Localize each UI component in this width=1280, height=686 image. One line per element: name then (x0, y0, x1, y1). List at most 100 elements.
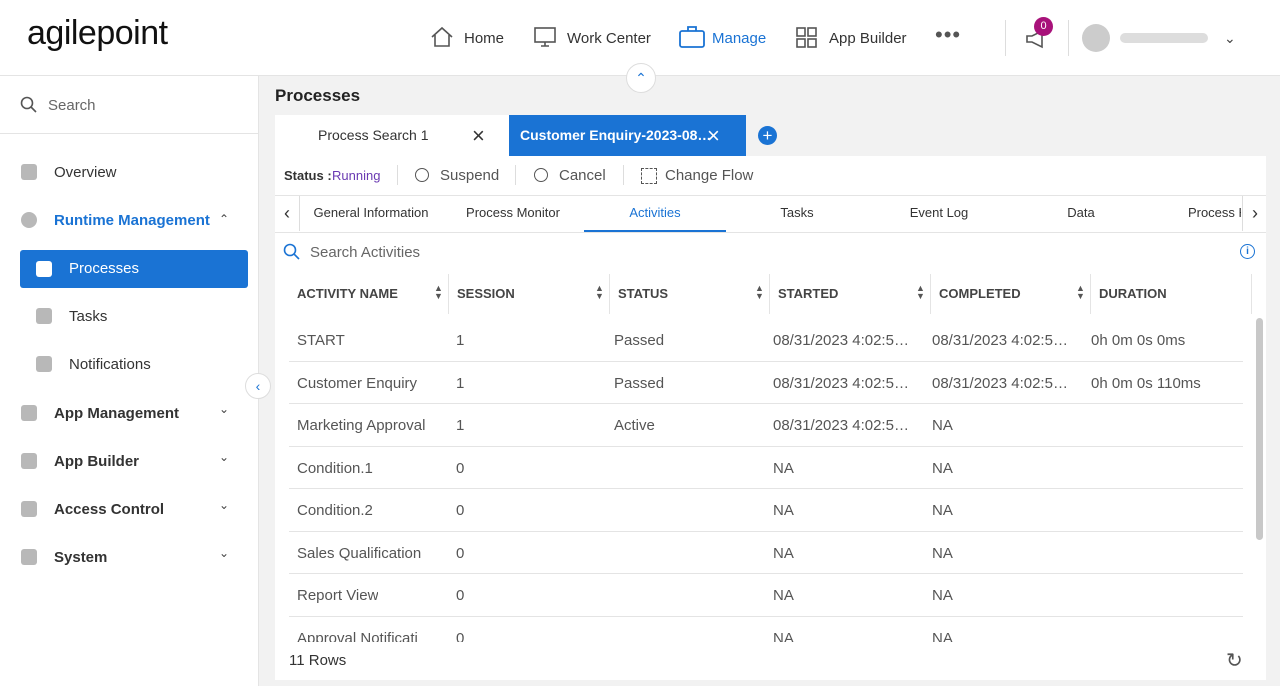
table-cell: Passed (614, 374, 665, 392)
selected-item[interactable] (20, 250, 248, 288)
nav-access-control[interactable]: Access Control (54, 501, 165, 518)
tab[interactable] (275, 115, 509, 156)
home-icon (431, 26, 453, 47)
scrollbar (1256, 318, 1263, 540)
nav-overview[interactable]: Overview (54, 164, 117, 181)
nav-runtime-management[interactable]: Runtime Management (54, 212, 210, 229)
nav-app-management[interactable]: App Management (54, 405, 180, 422)
table-cell: NA (932, 417, 953, 434)
sort-icon[interactable]: ▲ ▼ (755, 283, 764, 301)
divider (515, 165, 516, 185)
activity-search[interactable]: Search Activities (310, 244, 421, 261)
table-row (289, 403, 1243, 447)
close-tab[interactable]: × (707, 123, 720, 148)
subtab[interactable]: Process Hie (1187, 205, 1241, 220)
table-cell: 1 (456, 374, 465, 392)
divider (397, 165, 398, 185)
more-menu[interactable]: ••• (935, 22, 962, 47)
avatar[interactable] (1082, 24, 1110, 52)
table-cell: 08/31/2023 4:02:5… (932, 332, 1068, 349)
active-subtab[interactable]: Activities (584, 196, 726, 232)
expand-icon: ⌄ (219, 498, 230, 512)
column-header[interactable]: ACTIVITY NAME (297, 286, 398, 301)
subtab[interactable]: Event Log (909, 205, 969, 220)
nav-notifications[interactable]: Notifications (69, 356, 151, 373)
column-header[interactable]: SESSION (457, 286, 515, 301)
table-cell: NA (932, 459, 953, 477)
processes-icon (36, 261, 52, 277)
panel (275, 156, 1266, 680)
info-icon[interactable]: i (1240, 244, 1255, 259)
table-cell: Condition.1 (297, 459, 373, 477)
tab-label: Customer Enquiry-2023-08… (520, 127, 712, 143)
access-control-icon (21, 501, 37, 517)
nav-manage[interactable]: Manage (712, 30, 767, 47)
suspend-button[interactable]: Suspend (440, 167, 500, 184)
column-header[interactable]: STATUS (618, 286, 669, 301)
collapse-sidebar[interactable]: ‹ (245, 373, 271, 399)
column-header[interactable]: DURATION (1099, 286, 1167, 301)
app-management-icon (21, 405, 37, 421)
table-cell: 1 (456, 417, 465, 434)
column-divider (448, 274, 449, 314)
nav-app-builder[interactable]: App Builder (829, 30, 907, 47)
add-tab[interactable]: + (758, 126, 777, 145)
action-icon (641, 168, 657, 184)
tab-label: Process Search 1 (318, 127, 429, 143)
nav-processes[interactable]: Processes (69, 260, 140, 277)
table-cell: NA (932, 587, 953, 604)
table-body: START 1 Passed 08/31/2023 4:02:5… 08/31/2023… (289, 318, 1243, 642)
collapse-header[interactable]: ⌃ (626, 63, 656, 93)
announce-icon[interactable] (1024, 28, 1048, 50)
expand-icon: ⌄ (219, 546, 230, 560)
active-tab[interactable] (509, 115, 746, 156)
table-cell: NA (932, 502, 953, 519)
sidebar-search[interactable]: Search (48, 97, 96, 114)
close-tab[interactable]: × (472, 123, 485, 148)
column-divider (609, 274, 610, 314)
subtab[interactable]: Data (1067, 205, 1095, 220)
subtab[interactable]: General Information (313, 205, 429, 220)
subtab[interactable]: Process Monitor (466, 205, 560, 220)
nav-tasks[interactable]: Tasks (69, 308, 108, 325)
status-value: Running (332, 168, 381, 183)
nav-app-builder[interactable]: App Builder (54, 453, 139, 470)
nav-system[interactable]: System (54, 549, 108, 566)
user-name-blurred (1120, 33, 1208, 43)
app-builder-icon (21, 453, 37, 469)
table-cell: Passed (614, 332, 665, 349)
divider (0, 133, 258, 134)
search-icon (20, 96, 37, 113)
table-row (289, 531, 1243, 574)
table-row (289, 616, 1243, 643)
table-row (289, 446, 1243, 489)
sort-icon[interactable]: ▲ ▼ (916, 283, 925, 301)
column-divider (769, 274, 770, 314)
app-builder-icon (796, 27, 817, 48)
table-cell: 0 (456, 459, 465, 477)
nav-home[interactable]: Home (464, 30, 505, 47)
subtab[interactable]: Tasks (780, 205, 814, 220)
user-menu[interactable]: ⌄ (1224, 30, 1236, 46)
table-cell: NA (932, 544, 953, 562)
table-cell: NA (773, 544, 794, 562)
column-header[interactable]: STARTED (778, 286, 839, 301)
scroll-right[interactable]: › (1242, 196, 1267, 231)
notification-badge: 0 (1034, 17, 1053, 36)
overview-icon (21, 164, 37, 180)
refresh-button[interactable]: ↻ (1226, 650, 1243, 672)
table-row (289, 488, 1243, 532)
sort-icon[interactable]: ▲ ▼ (434, 283, 443, 301)
logo: agilepoint (27, 14, 168, 52)
nav-work-center[interactable]: Work Center (567, 30, 651, 47)
cancel-button[interactable]: Cancel (559, 167, 606, 184)
table-cell: 0 (456, 544, 465, 562)
table-cell: Report View (297, 587, 379, 604)
scroll-left[interactable]: ‹ (275, 196, 300, 231)
change-flow-button[interactable]: Change Flow (665, 167, 754, 184)
sort-icon[interactable]: ▲ ▼ (595, 283, 604, 301)
divider (1068, 20, 1069, 56)
table-row (289, 573, 1243, 617)
column-header[interactable]: COMPLETED (939, 286, 1021, 301)
sort-icon[interactable]: ▲ ▼ (1076, 283, 1085, 301)
